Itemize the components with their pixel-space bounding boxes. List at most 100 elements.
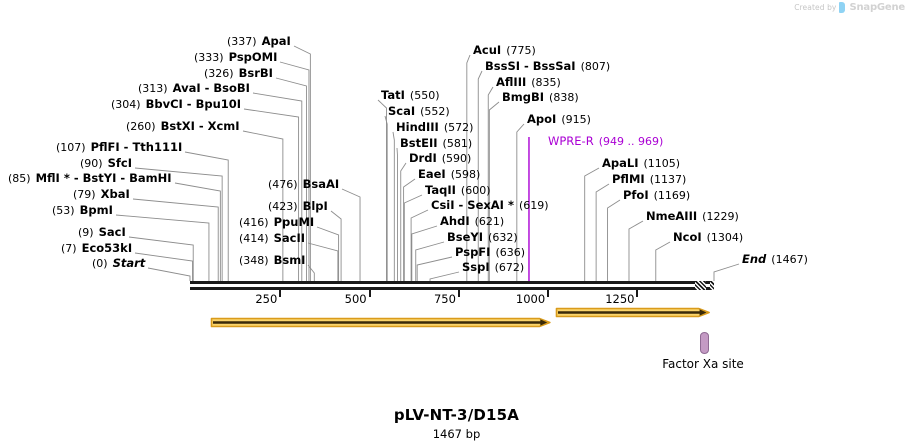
leader-line-csii	[410, 209, 429, 281]
site-label-xbai[interactable]: (79) XbaI	[73, 188, 130, 201]
site-label-ncoi[interactable]: NcoI (1304)	[673, 231, 743, 244]
site-position-scai: (552)	[420, 105, 450, 118]
leader-line-acui	[466, 54, 471, 281]
site-label-ppumi[interactable]: (416) PpuMI	[239, 216, 314, 229]
leader-line-avai	[252, 92, 303, 281]
site-label-tati[interactable]: TatI (550)	[381, 89, 440, 102]
site-position-bstell: (581)	[442, 137, 473, 150]
site-label-bstell[interactable]: BstEII (581)	[400, 137, 472, 150]
site-label-bpmi[interactable]: (53) BpmI	[52, 204, 113, 217]
site-position-wprer: (949 .. 969)	[598, 135, 664, 148]
watermark-brand: SnapGene	[849, 2, 905, 13]
site-name-eco53ki: Eco53kI	[81, 241, 133, 255]
site-label-csii[interactable]: CsiI - SexAI * (619)	[431, 199, 549, 212]
site-label-sspi[interactable]: SspI (672)	[462, 261, 524, 274]
site-label-pfoi[interactable]: PfoI (1169)	[623, 189, 690, 202]
site-label-taqii[interactable]: TaqII (600)	[425, 184, 491, 197]
site-label-scai[interactable]: ScaI (552)	[388, 105, 450, 118]
site-label-pflmi[interactable]: PflMI (1137)	[612, 173, 686, 186]
leader-line-hindiii	[392, 131, 395, 281]
site-label-bsrbi[interactable]: (326) BsrBI	[204, 67, 273, 80]
site-name-ppumi: PpuMI	[273, 215, 315, 229]
site-label-apali[interactable]: ApaLI (1105)	[602, 157, 680, 170]
leader-line-pspfi	[416, 256, 453, 281]
site-name-mfli: MflI * - BstYI - BamHI	[35, 171, 172, 185]
site-position-ncoi: (1304)	[706, 231, 744, 244]
site-label-drdi[interactable]: DrdI (590)	[409, 152, 471, 165]
site-label-wprer[interactable]: WPRE-R (949 .. 969)	[548, 135, 663, 148]
leader-line-bstell	[396, 147, 398, 281]
leader-line-ahdi	[411, 225, 438, 281]
site-position-avai: (313)	[138, 82, 168, 95]
leader-line-bsmi	[307, 264, 315, 281]
site-label-bbvci[interactable]: (304) BbvCI - Bpu10I	[111, 98, 241, 111]
site-label-hindiii[interactable]: HindIII (572)	[396, 121, 473, 134]
site-label-nmeaiii[interactable]: NmeAIII (1229)	[646, 210, 739, 223]
site-position-pspfi: (636)	[495, 246, 526, 259]
site-label-bstxi[interactable]: (260) BstXI - XcmI	[126, 120, 240, 133]
site-name-bsrbi: BsrBI	[238, 66, 273, 80]
site-label-eco53ki[interactable]: (7) Eco53kI	[61, 242, 132, 255]
site-label-start[interactable]: (0) Start	[92, 257, 145, 270]
factor-xa-label: Factor Xa site	[662, 357, 744, 371]
site-label-pspfi[interactable]: PspFI (636)	[455, 246, 525, 259]
ruler-gap	[190, 284, 714, 287]
site-label-end[interactable]: End (1467)	[742, 253, 808, 266]
site-label-pflfi[interactable]: (107) PflFI - Tth111I	[56, 141, 182, 154]
site-label-bsssi[interactable]: BssSI - BssSaI (807)	[485, 60, 610, 73]
leader-line-bsaai	[341, 188, 361, 281]
site-label-saci[interactable]: (9) SacI	[78, 226, 126, 239]
site-label-mfli[interactable]: (85) MflI * - BstYI - BamHI	[8, 172, 172, 185]
site-label-apai[interactable]: (337) ApaI	[227, 35, 291, 48]
site-position-csii: (619)	[518, 199, 549, 212]
site-name-apai: ApaI	[261, 34, 291, 48]
watermark-created-by: Created by	[794, 3, 837, 12]
site-position-bstxi: (260)	[126, 120, 156, 133]
site-label-sacii[interactable]: (414) SacII	[239, 232, 305, 245]
site-label-bsaai[interactable]: (476) BsaAI	[268, 178, 339, 191]
site-name-bbvci: BbvCI - Bpu10I	[145, 97, 242, 111]
site-position-sfci: (90)	[80, 157, 103, 170]
site-label-ahdi[interactable]: AhdI (621)	[440, 215, 504, 228]
site-name-hindiii: HindIII	[396, 120, 439, 134]
site-position-bsrbi: (326)	[204, 67, 234, 80]
site-label-sfci[interactable]: (90) SfcI	[80, 157, 132, 170]
orf-arrow-2[interactable]	[555, 307, 711, 318]
site-position-sspi: (672)	[494, 261, 525, 274]
plasmid-name: pLV-NT-3/D15A	[393, 406, 520, 424]
leader-line-nmeaiii	[628, 220, 644, 281]
site-name-sacii: SacII	[273, 231, 306, 245]
site-label-eaei[interactable]: EaeI (598)	[418, 168, 480, 181]
site-name-bsmi: BsmI	[273, 253, 306, 267]
site-label-apoi[interactable]: ApoI (915)	[527, 113, 591, 126]
site-position-bsaai: (476)	[268, 178, 298, 191]
ruler-tick-250	[279, 290, 282, 297]
site-position-afliii: (835)	[531, 76, 561, 89]
orf-arrow-1[interactable]	[211, 317, 552, 328]
ruler-bar-top	[190, 281, 714, 284]
site-name-bstell: BstEII	[400, 136, 438, 150]
orf-arrow-shape-2	[555, 307, 711, 318]
site-label-bsmi[interactable]: (348) BsmI	[239, 254, 305, 267]
leader-line-afliii	[487, 86, 494, 281]
site-label-acui[interactable]: AcuI (775)	[473, 44, 536, 57]
site-label-afliii[interactable]: AflIII (835)	[496, 76, 561, 89]
site-name-pspomi: PspOMI	[228, 50, 278, 64]
site-label-bmgbi[interactable]: BmgBI (838)	[502, 91, 579, 104]
site-name-acui: AcuI	[473, 43, 502, 57]
site-name-pflmi: PflMI	[612, 172, 645, 186]
site-position-pflfi: (107)	[56, 141, 86, 154]
site-label-avai[interactable]: (313) AvaI - BsoBI	[138, 82, 250, 95]
site-label-bseyi[interactable]: BseYI (632)	[447, 231, 518, 244]
leader-line-pfoi	[607, 199, 621, 281]
site-name-eaei: EaeI	[418, 167, 446, 181]
site-position-apoi: (915)	[561, 113, 591, 126]
site-label-blpi[interactable]: (423) BlpI	[268, 200, 328, 213]
site-label-pspomi[interactable]: (333) PspOMI	[194, 51, 277, 64]
site-name-end: End	[742, 252, 767, 266]
leader-line-bpmi	[115, 214, 210, 281]
leader-line-bmgbi	[488, 101, 500, 281]
site-name-bseyi: BseYI	[447, 230, 484, 244]
leader-line-apali	[584, 167, 600, 281]
site-name-avai: AvaI - BsoBI	[172, 81, 250, 95]
